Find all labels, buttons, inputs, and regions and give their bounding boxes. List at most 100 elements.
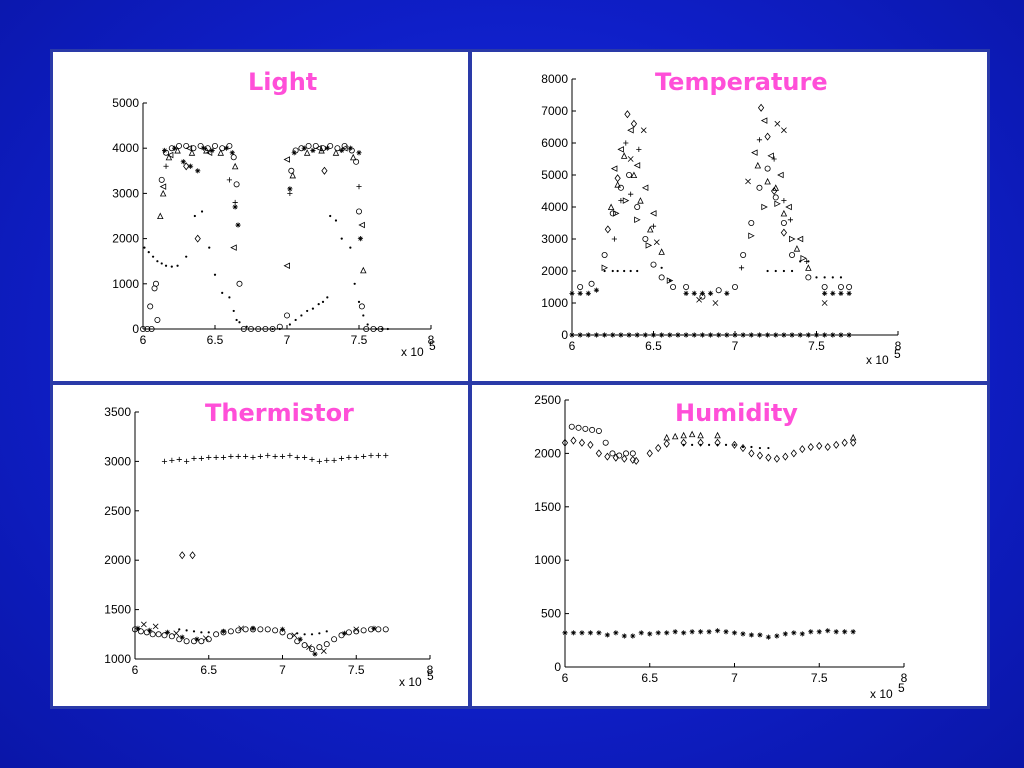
- y-tick-label: 2500: [104, 504, 131, 518]
- data-point: [283, 312, 290, 319]
- x-tick-label: 7.5: [351, 333, 368, 347]
- data-point: [588, 280, 595, 287]
- data-point: [593, 287, 600, 293]
- series-^: [663, 430, 857, 441]
- x-tick-label: 8: [427, 663, 434, 677]
- data-point: [740, 251, 747, 258]
- data-point: [140, 325, 147, 332]
- data-point: [629, 455, 636, 464]
- data-point: [221, 291, 224, 294]
- data-point: [315, 144, 322, 152]
- y-tick-label: 3000: [104, 454, 131, 468]
- data-point: [291, 632, 298, 639]
- data-point: [151, 255, 155, 258]
- data-point: [659, 332, 665, 338]
- data-point: [596, 630, 602, 636]
- data-point: [757, 632, 763, 638]
- data-point: [231, 162, 239, 170]
- data-point: [758, 446, 762, 450]
- data-point: [663, 433, 670, 441]
- data-point: [161, 458, 168, 464]
- data-point: [185, 255, 188, 258]
- data-point: [371, 625, 377, 631]
- data-point: [577, 290, 583, 296]
- data-point: [655, 444, 662, 453]
- y-tick-label: 1000: [541, 296, 568, 310]
- data-point: [780, 219, 787, 226]
- data-point: [309, 456, 315, 463]
- data-point: [750, 445, 753, 449]
- data-point: [585, 332, 591, 338]
- data-point: [211, 142, 218, 149]
- data-point: [358, 221, 365, 229]
- data-point: [235, 627, 242, 634]
- data-point: [156, 260, 159, 263]
- data-point: [149, 631, 156, 638]
- data-point: [655, 630, 661, 636]
- data-point: [155, 631, 162, 638]
- x-tick-label: 6: [562, 671, 569, 685]
- data-point: [235, 222, 241, 228]
- data-point: [375, 327, 378, 331]
- data-point: [714, 628, 721, 634]
- data-point: [147, 627, 153, 633]
- data-point: [724, 332, 730, 338]
- data-point: [630, 633, 636, 639]
- data-point: [807, 260, 810, 263]
- data-point: [716, 443, 719, 446]
- data-point: [846, 290, 852, 296]
- data-point: [353, 628, 360, 635]
- x-tick-label: 6: [569, 339, 576, 353]
- data-point: [601, 251, 608, 258]
- data-point: [833, 440, 840, 449]
- data-point: [380, 327, 384, 331]
- data-point: [833, 629, 839, 635]
- data-point: [189, 551, 196, 560]
- data-point: [355, 208, 362, 215]
- data-point: [760, 117, 768, 124]
- data-point: [208, 246, 211, 249]
- data-point: [660, 266, 663, 269]
- data-point: [799, 260, 802, 263]
- x-tick-label: 7.5: [348, 663, 365, 677]
- y-tick-label: 1000: [112, 277, 139, 291]
- y-tick-label: 6000: [541, 136, 568, 150]
- data-point: [240, 325, 247, 332]
- data-point: [197, 142, 204, 149]
- data-point: [577, 283, 584, 290]
- data-point: [785, 203, 792, 211]
- data-point: [642, 235, 649, 242]
- data-point: [247, 325, 254, 332]
- data-point: [799, 631, 805, 637]
- data-point: [229, 150, 235, 156]
- series-*: [162, 145, 364, 242]
- data-point: [383, 452, 389, 459]
- data-point: [822, 332, 828, 338]
- data-point: [190, 145, 197, 152]
- data-point: [773, 454, 780, 463]
- series-d: [604, 103, 788, 237]
- data-point: [147, 251, 150, 254]
- x-tick-label: 6.5: [200, 663, 217, 677]
- data-point: [562, 630, 568, 636]
- data-point: [363, 325, 370, 332]
- data-point: [185, 629, 188, 632]
- data-point: [714, 431, 721, 439]
- data-point: [604, 452, 611, 461]
- data-point: [589, 426, 596, 433]
- data-point: [626, 332, 632, 338]
- data-point: [353, 158, 360, 165]
- data-point: [688, 430, 696, 438]
- data-point: [200, 631, 203, 634]
- data-point: [621, 633, 627, 639]
- data-point: [789, 332, 795, 338]
- series-.: [603, 260, 843, 282]
- data-point: [636, 146, 642, 152]
- data-point: [203, 146, 210, 154]
- data-point: [629, 450, 636, 457]
- data-point: [671, 432, 679, 440]
- data-point: [570, 436, 577, 445]
- data-point: [144, 325, 151, 332]
- data-point: [627, 156, 634, 162]
- data-point: [165, 153, 173, 161]
